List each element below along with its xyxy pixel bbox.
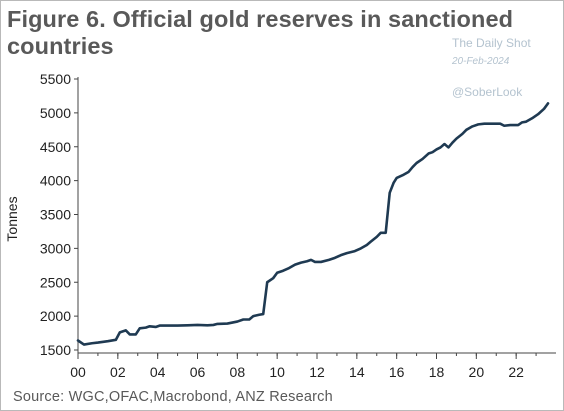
x-tick-label: 18 bbox=[429, 364, 445, 380]
axes-group: 1500 2000 2500 3000 3500 4000 4500 5000 5500 00 02… bbox=[40, 71, 556, 380]
y-tick-label: 2500 bbox=[40, 274, 71, 290]
y-tick-label: 5000 bbox=[40, 105, 71, 121]
x-tick-label: 22 bbox=[508, 364, 524, 380]
x-tick-label: 08 bbox=[230, 364, 246, 380]
y-tick-label: 4500 bbox=[40, 139, 71, 155]
watermark-daily-shot: The Daily Shot bbox=[452, 36, 531, 50]
y-tick-label: 4000 bbox=[40, 173, 71, 189]
series-line-gold-reserves bbox=[76, 102, 550, 346]
x-tick-label: 10 bbox=[269, 364, 285, 380]
x-tick-label: 04 bbox=[150, 364, 166, 380]
chart-title: Figure 6. Official gold reserves in sanc… bbox=[7, 6, 514, 59]
y-tick-label: 3500 bbox=[40, 207, 71, 223]
y-tick-label: 5500 bbox=[40, 71, 71, 87]
y-tick-label: 1500 bbox=[40, 342, 71, 358]
watermark-handle: @SoberLook bbox=[452, 85, 523, 99]
y-tick-label: 3000 bbox=[40, 240, 71, 256]
series-group bbox=[76, 102, 550, 346]
source-note: Source: WGC,OFAC,Macrobond, ANZ Research bbox=[13, 389, 333, 405]
x-tick-label: 20 bbox=[469, 364, 485, 380]
x-tick-label: 00 bbox=[70, 364, 86, 380]
y-tick-label: 2000 bbox=[40, 308, 71, 324]
watermark-date: 20-Feb-2024 bbox=[452, 56, 510, 67]
x-tick-label: 12 bbox=[309, 364, 325, 380]
x-tick-label: 02 bbox=[110, 364, 126, 380]
x-tick-label: 06 bbox=[190, 364, 206, 380]
x-tick-label: 14 bbox=[349, 364, 365, 380]
x-tick-label: 16 bbox=[389, 364, 405, 380]
